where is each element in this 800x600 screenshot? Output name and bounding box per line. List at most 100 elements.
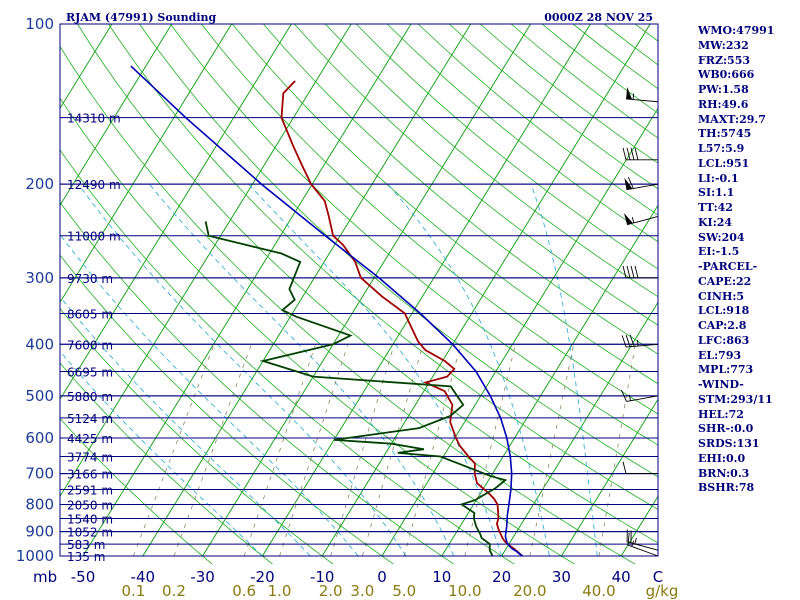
temperature-tick-label: 40 (612, 568, 631, 586)
wind-barb (622, 265, 658, 279)
dry-adiabat (60, 254, 394, 564)
stat-item: FRZ:553 (698, 53, 751, 67)
stat-item: MW:232 (698, 38, 749, 52)
wind-barb (624, 177, 659, 191)
temperature-tick-label: -20 (250, 568, 275, 586)
plot-area (59, 23, 659, 564)
pressure-tick-label: 1000 (16, 547, 54, 565)
height-label: 2050 m (67, 498, 113, 512)
mixing-ratio-line (529, 344, 575, 557)
moist-adiabat (248, 183, 503, 557)
stat-item: RH:49.6 (698, 97, 749, 111)
background-lines (60, 24, 658, 564)
temperature-tick-label: -30 (190, 568, 215, 586)
stat-item: WB0:666 (698, 68, 755, 82)
pressure-tick-label: 500 (25, 387, 54, 405)
isotherm (60, 24, 173, 207)
stat-item: L57:5.9 (698, 142, 745, 155)
height-label: 2591 m (67, 484, 113, 498)
mixing-ratio-tick-label: 1.0 (268, 582, 292, 600)
pressure-tick-label: 700 (25, 465, 54, 483)
wind-barb (626, 86, 659, 103)
isotherm (82, 24, 412, 557)
moist-adiabat (60, 295, 311, 557)
stat-item: LCL:951 (698, 156, 750, 170)
stat-item: -PARCEL- (698, 260, 758, 273)
isotherm (60, 24, 232, 304)
stat-item: HEL:72 (698, 407, 744, 421)
isotherm (501, 301, 658, 557)
mixing-ratio-unit: g/kg (646, 582, 679, 600)
stat-item: CAP:2.8 (698, 319, 747, 332)
stat-item: CAPE:22 (698, 274, 752, 288)
wind-barb (621, 334, 659, 348)
pressure-tick-label: 200 (25, 175, 54, 193)
height-label: 135 m (67, 550, 105, 564)
station-title: RJAM (47991) Sounding (66, 11, 217, 24)
stats-panel: WMO:47991 MW:232 FRZ:553 WB0:666 PW:1.58 RH:4… (698, 24, 774, 496)
temperature-tick-label: 0 (377, 568, 387, 586)
stat-item: TH:5745 (698, 127, 752, 141)
mixing-ratio-tick-label: 2.0 (319, 582, 343, 600)
height-label: 9730 m (67, 272, 113, 286)
height-label: 3166 m (67, 468, 113, 482)
dewpoint-line (204, 221, 508, 557)
pressure-tick-label: 100 (25, 15, 54, 33)
wind-barb (621, 389, 659, 402)
dry-adiabat (60, 45, 636, 564)
stat-item: EI:-1.5 (698, 245, 740, 259)
pressure-axis-label: mb (33, 568, 57, 586)
pressure-tick-label: 900 (25, 523, 54, 541)
wind-barb (623, 213, 659, 226)
mixing-ratio-tick-label: 10.0 (448, 582, 481, 600)
height-label: 8605 m (67, 307, 113, 321)
isotherm (60, 24, 292, 401)
isotherm (561, 398, 658, 557)
pressure-tick-label: 600 (25, 429, 54, 447)
stat-item: LI:-0.1 (698, 171, 739, 185)
mixing-ratio-tick-label: 0.2 (162, 582, 186, 600)
stat-item: SHR-:0.0 (698, 422, 754, 436)
height-label: 3774 m (67, 450, 113, 464)
height-label: 583 m (67, 538, 105, 552)
stat-item: TT:42 (698, 201, 733, 214)
stat-item: MPL:773 (698, 363, 754, 377)
mixing-ratio-tick-label: 40.0 (582, 582, 615, 600)
stat-item: -WIND- (698, 378, 744, 391)
height-label: 1540 m (67, 512, 113, 526)
stat-item: LFC:863 (698, 333, 750, 347)
pressure-tick-label: 300 (25, 269, 54, 287)
moist-adiabat (77, 183, 407, 557)
observation-time: 0000Z 28 NOV 25 (544, 11, 653, 24)
height-label: 6695 m (67, 366, 113, 380)
mixing-ratio-line (330, 344, 395, 557)
isotherm (142, 24, 472, 557)
moist-adiabat (60, 350, 263, 557)
stat-item: LCL:918 (698, 304, 750, 318)
temperature-tick-label: -50 (71, 568, 96, 586)
temperature-tick-label: 10 (432, 568, 451, 586)
height-label: 7600 m (67, 338, 113, 352)
height-label: 1052 m (67, 526, 113, 540)
isotherm (60, 24, 352, 498)
stat-item: BRN:0.3 (698, 466, 750, 480)
stat-item: BSHR:78 (698, 481, 755, 495)
stat-item: PW:1.58 (698, 83, 749, 96)
height-label: 4425 m (67, 432, 113, 446)
wind-barb (626, 529, 659, 551)
mixing-ratio-line (133, 344, 215, 557)
mixing-ratio-tick-label: 5.0 (392, 582, 416, 600)
isotherm (381, 107, 658, 557)
stat-item: SRDS:131 (698, 437, 760, 450)
mixing-ratio-tick-label: 3.0 (350, 582, 374, 600)
temperature-tick-label: -40 (131, 568, 156, 586)
mixing-ratio-line (173, 344, 252, 557)
mixing-ratio-line (361, 344, 424, 557)
parcel-line (130, 65, 523, 557)
stat-item: SI:1.1 (698, 186, 735, 200)
mixing-ratio-tick-label: 0.1 (121, 582, 145, 600)
stat-item: EHI:0.0 (698, 451, 746, 465)
stat-item: SW:204 (698, 230, 745, 244)
pressure-tick-label: 800 (25, 495, 54, 513)
